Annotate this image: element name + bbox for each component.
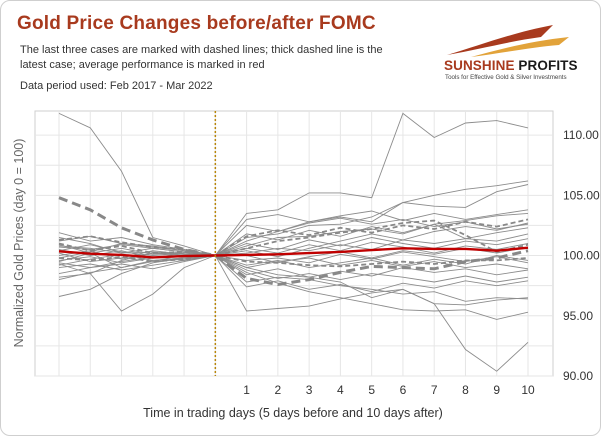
plot-area bbox=[34, 110, 554, 377]
recent-case-lines bbox=[58, 218, 529, 268]
x-tick-label: 6 bbox=[400, 383, 407, 397]
chart-subtitle: The last three cases are marked with das… bbox=[20, 44, 383, 71]
recent-case-line bbox=[58, 218, 529, 257]
case-line bbox=[58, 254, 529, 312]
logo-name-part2: PROFITS bbox=[514, 58, 578, 73]
x-tick-label: 5 bbox=[368, 383, 375, 397]
x-tick-label: 4 bbox=[337, 383, 344, 397]
data-period: Data period used: Feb 2017 - Mar 2022 bbox=[20, 80, 213, 92]
y-axis-ticks: 90.00 95.00 100.00 105.00 110.00 bbox=[563, 128, 600, 383]
case-line bbox=[58, 232, 529, 264]
logo-tagline: Tools for Effective Gold & Silver Invest… bbox=[445, 74, 567, 81]
case-line bbox=[58, 255, 529, 283]
x-tick-label: 10 bbox=[521, 383, 535, 397]
y-tick-label: 90.00 bbox=[563, 369, 593, 383]
chart-title: Gold Price Changes before/after FOMC bbox=[17, 13, 376, 34]
x-tick-label: 7 bbox=[431, 383, 438, 397]
x-tick-label: 3 bbox=[306, 383, 313, 397]
x-axis-ticks: 1 2 3 4 5 6 7 8 9 10 bbox=[243, 383, 535, 397]
latest-case-path bbox=[58, 196, 529, 287]
case-line bbox=[58, 255, 529, 278]
case-line bbox=[58, 112, 529, 269]
x-axis-label: Time in trading days (5 days before and … bbox=[143, 406, 443, 420]
x-tick-label: 2 bbox=[275, 383, 282, 397]
case-line bbox=[58, 235, 529, 264]
logo-name: SUNSHINE PROFITS bbox=[444, 58, 578, 73]
average-line bbox=[58, 246, 529, 259]
y-axis-label: Normalized Gold Prices (day 0 = 100) bbox=[12, 139, 26, 348]
y-tick-label: 100.00 bbox=[563, 249, 600, 263]
logo-name-part1: SUNSHINE bbox=[444, 58, 515, 73]
case-line bbox=[58, 184, 529, 256]
case-line bbox=[58, 212, 529, 259]
case-line bbox=[58, 209, 529, 259]
case-line bbox=[58, 237, 529, 281]
case-line bbox=[58, 112, 529, 302]
y-tick-label: 105.00 bbox=[563, 188, 600, 202]
y-tick-label: 95.00 bbox=[563, 309, 593, 323]
case-line bbox=[58, 233, 529, 256]
y-tick-label: 110.00 bbox=[563, 128, 599, 142]
x-tick-label: 9 bbox=[493, 383, 500, 397]
case-line bbox=[58, 237, 529, 320]
x-tick-label: 1 bbox=[243, 383, 250, 397]
sunshine-profits-logo-icon bbox=[447, 25, 569, 57]
recent-case-line bbox=[58, 254, 529, 268]
x-tick-label: 8 bbox=[462, 383, 469, 397]
latest-case-line bbox=[58, 196, 529, 287]
average-path bbox=[58, 246, 529, 259]
